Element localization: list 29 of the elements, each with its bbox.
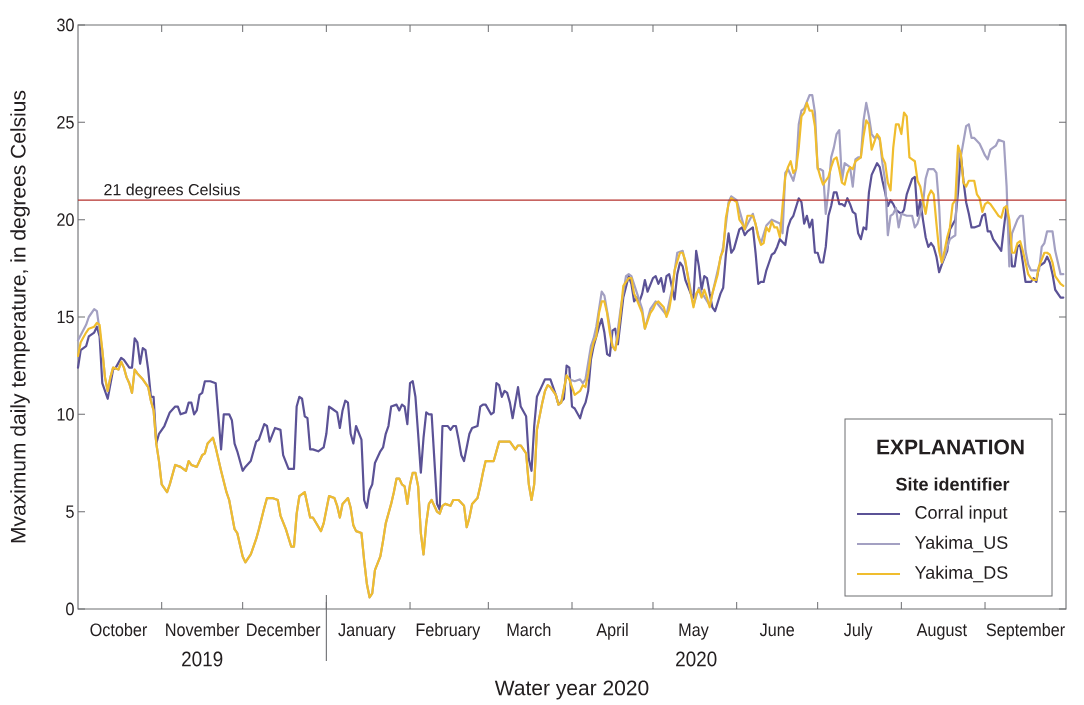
y-tick-label: 15 [57,310,74,324]
x-tick-label: March [507,622,551,637]
y-tick-label: 10 [57,407,74,421]
x-tick-label: September [986,622,1065,640]
x-axis-title: Water year 2020 [494,680,649,700]
x-tick-label: February [416,622,481,640]
x-tick-label: November [166,622,240,637]
x-tick-label: May [679,623,709,640]
x-tick-label: June [759,623,795,637]
x-tick-label: August [916,623,967,640]
legend-title: EXPLANATION [877,439,1024,455]
ref-line-label: 21 degrees Celsius [104,183,240,199]
legend-label: Yakima_DS [914,565,1008,583]
x-tick-label: July [844,622,873,640]
text: 2019 [182,651,223,667]
x-tick-label: October [90,622,148,637]
x-tick-label: April [596,622,628,640]
y-tick-label: 0 [66,602,74,616]
y-tick-label: 20 [57,213,74,227]
x-tick-label: January [338,623,396,640]
y-axis-title: Mvaximum daily temperature, in degrees Celsius [10,90,30,543]
y-tick-label: 30 [57,18,74,32]
legend-label: Corral input [915,505,1008,523]
x-tick-label: December [247,622,321,637]
y-tick-label: 5 [66,505,74,518]
y-tick-label: 25 [57,115,74,129]
legend-label: Yakima_US [914,535,1008,553]
text: 2020 [676,651,717,667]
annotation: Site identifier [896,477,1010,491]
